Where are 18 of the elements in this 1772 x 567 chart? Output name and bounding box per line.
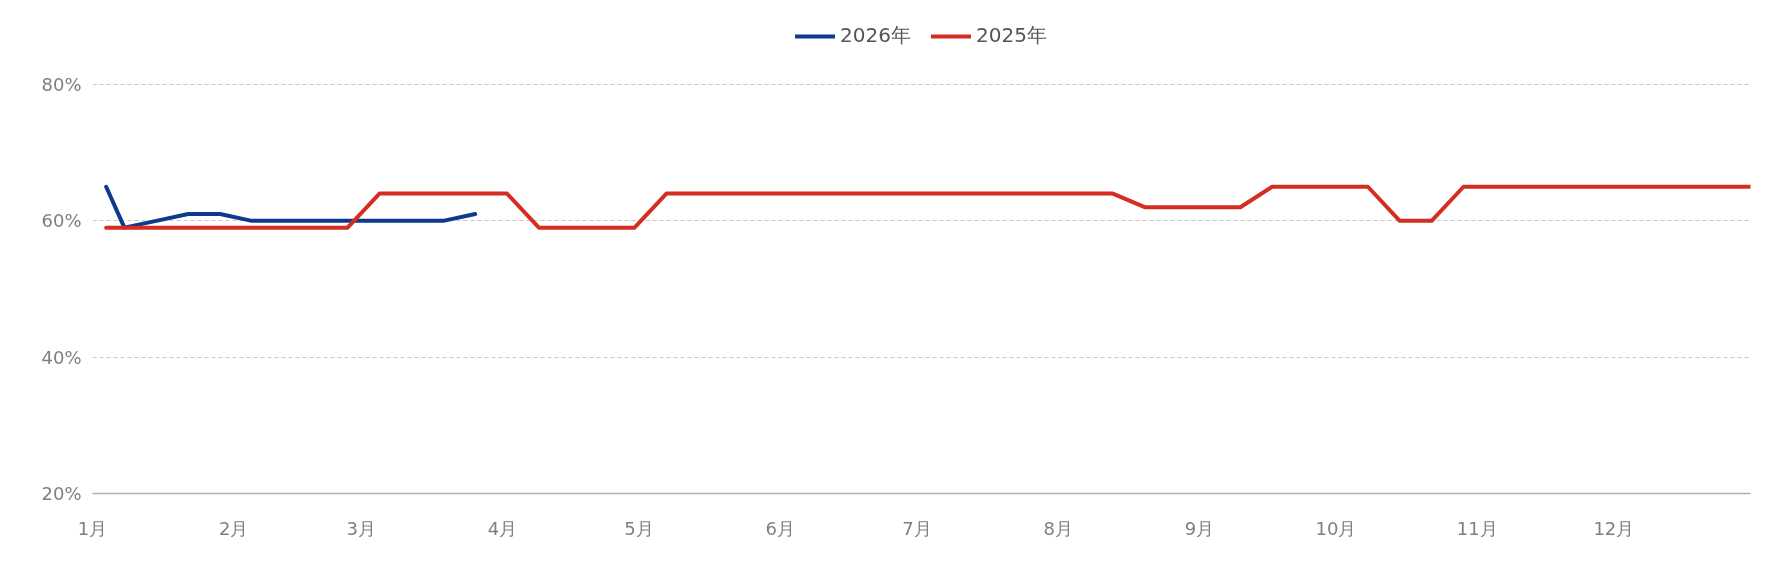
x-tick-label: 8月 bbox=[1043, 517, 1073, 539]
x-tick-label: 5月 bbox=[624, 517, 654, 539]
x-tick-label: 6月 bbox=[765, 517, 796, 539]
x-tick-label: 3月 bbox=[346, 517, 376, 539]
y-tick-label: 80% bbox=[41, 74, 82, 95]
legend-label: 2026年 bbox=[840, 22, 911, 49]
y-tick-label: 20% bbox=[41, 483, 82, 504]
x-tick-label: 4月 bbox=[487, 517, 518, 539]
x-tick-label: 1月 bbox=[77, 517, 108, 539]
y-tick-label: 60% bbox=[41, 210, 82, 232]
x-tick-label: 10月 bbox=[1315, 517, 1357, 539]
legend-label: 2025年 bbox=[976, 22, 1047, 49]
x-tick-label: 2月 bbox=[218, 517, 249, 539]
x-tick-label: 9月 bbox=[1184, 517, 1215, 539]
x-tick-label: 12月 bbox=[1593, 517, 1635, 539]
x-tick-label: 7月 bbox=[902, 517, 932, 539]
x-tick-label: 11月 bbox=[1456, 517, 1498, 539]
y-tick-label: 40% bbox=[41, 346, 82, 368]
